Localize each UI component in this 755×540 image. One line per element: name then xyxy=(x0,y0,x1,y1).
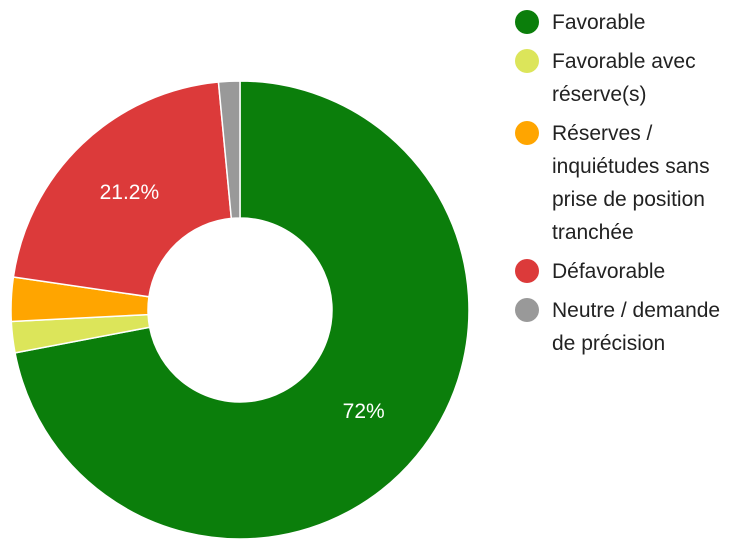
legend-item: Favorable avec réserve(s) xyxy=(515,45,750,111)
legend-label: Favorable xyxy=(552,11,646,34)
legend-swatch xyxy=(515,259,539,283)
value-label: 21.2% xyxy=(100,181,160,204)
donut: 72% 21.2% xyxy=(10,80,470,540)
legend-swatch xyxy=(515,49,539,73)
legend-swatch xyxy=(515,298,539,322)
slice xyxy=(217,80,241,220)
legend-swatch xyxy=(515,10,539,34)
legend-item: Réserves / inquiétudes sans prise de pos… xyxy=(515,117,750,249)
value-label: 72% xyxy=(343,400,385,423)
legend-item: Défavorable xyxy=(515,255,750,288)
slice xyxy=(12,81,233,298)
legend: Favorable Favorable avec réserve(s) Réserv… xyxy=(515,6,750,360)
legend-item: Neutre / demande de précision xyxy=(515,294,750,360)
legend-label: Favorable avec réserve(s) xyxy=(552,50,696,106)
legend-label: Réserves / inquiétudes sans prise de pos… xyxy=(552,122,710,244)
legend-swatch xyxy=(515,121,539,145)
legend-item: Favorable xyxy=(515,6,750,39)
legend-label: Défavorable xyxy=(552,260,666,283)
legend-label: Neutre / demande de précision xyxy=(552,299,721,355)
slice xyxy=(14,80,470,540)
